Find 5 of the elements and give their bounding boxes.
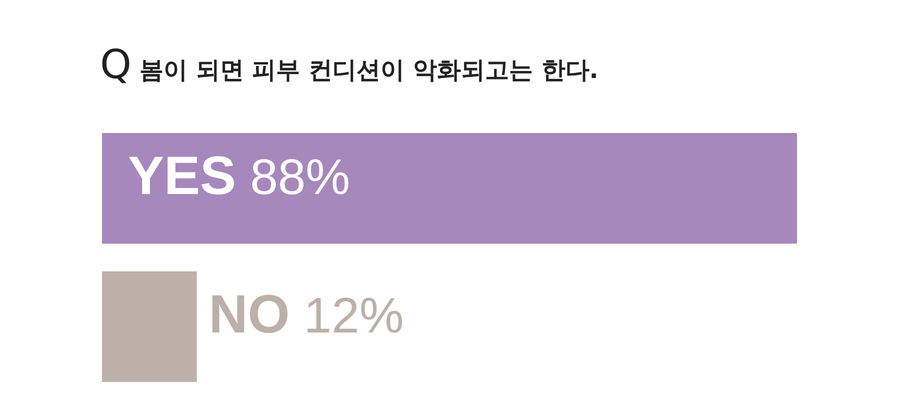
data-label: 88% bbox=[250, 149, 350, 206]
chart-title: Q 봄이 되면 피부 컨디션이 악화되고는 한다. bbox=[100, 42, 598, 88]
y-tick-label: NO bbox=[208, 284, 290, 344]
y-tick-label: YES bbox=[128, 146, 236, 206]
data-label: 12% bbox=[304, 287, 404, 344]
